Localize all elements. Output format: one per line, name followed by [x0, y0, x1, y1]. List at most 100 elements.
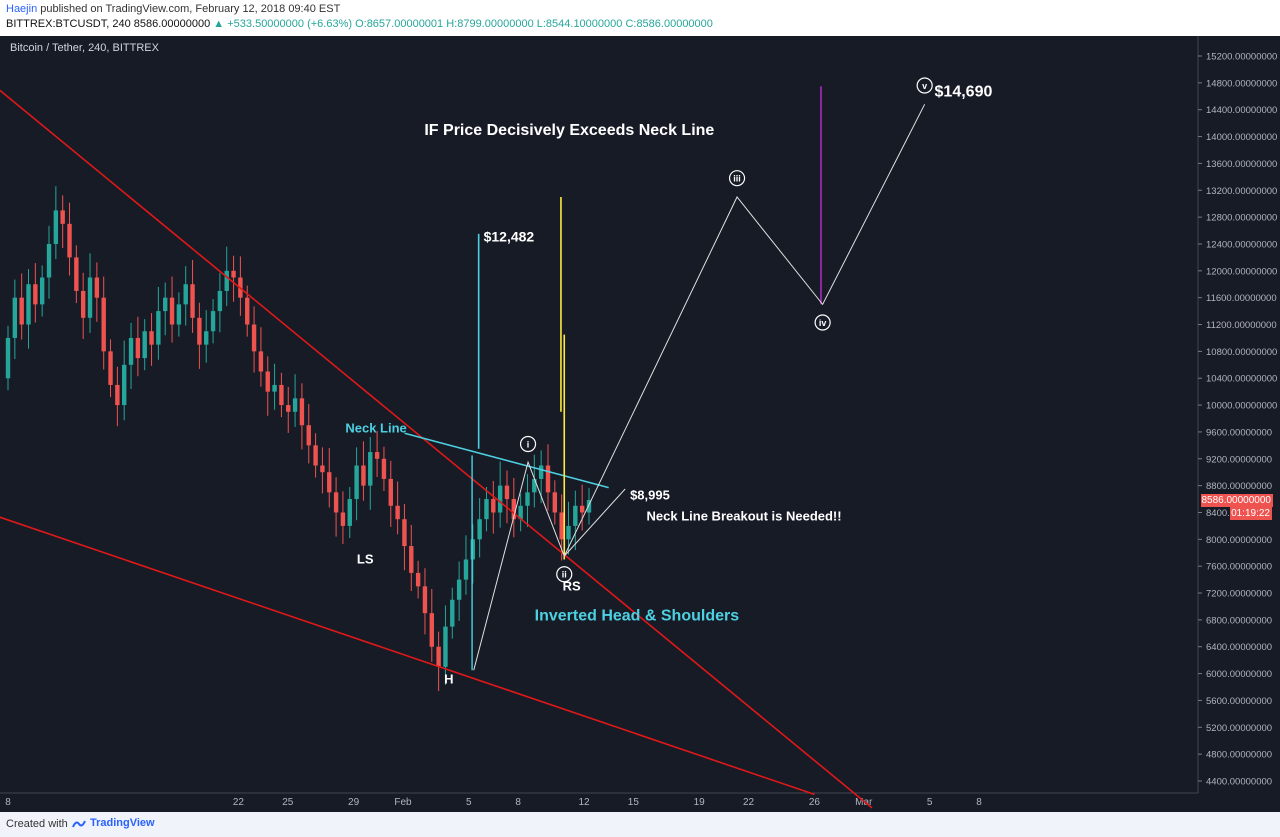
y-tick-label: 12000.00000000 — [1206, 266, 1277, 277]
candle-body — [395, 505, 400, 520]
candle-body — [245, 297, 250, 325]
candle-body — [163, 297, 168, 312]
candle-body — [26, 284, 31, 325]
publication-header: Haejin published on TradingView.com, Feb… — [0, 0, 1280, 36]
x-tick-label: 25 — [282, 797, 294, 808]
x-tick-label: 8 — [515, 797, 521, 808]
candle-body — [545, 465, 551, 493]
y-tick-label: 14400.00000000 — [1206, 105, 1277, 116]
headline-annotation: IF Price Decisively Exceeds Neck Line — [424, 122, 714, 139]
candle-body — [586, 499, 592, 513]
breakout-note: Neck Line Breakout is Needed!! — [647, 509, 842, 524]
price-chart[interactable]: 15200.00000000 14800.00000000 14400.000000… — [0, 36, 1280, 812]
symbol: BITTREX:BTCUSDT, 240 — [6, 18, 131, 30]
wave-label-iii: iii — [733, 174, 741, 184]
candle-body — [156, 311, 161, 345]
candle-body — [306, 425, 311, 446]
candle-body — [327, 472, 332, 493]
y-tick-label: 6800.00000000 — [1206, 615, 1272, 626]
candle-body — [135, 337, 141, 359]
candle-body — [552, 492, 558, 513]
x-tick-label: 8 — [5, 797, 11, 808]
neck-line-label: Neck Line — [345, 421, 406, 436]
x-tick-label: Mar — [855, 797, 873, 808]
y-tick-label: 9200.00000000 — [1206, 454, 1272, 465]
y-tick-label: 6000.00000000 — [1206, 669, 1272, 680]
wave-label-circle — [916, 77, 933, 94]
y-tick-label: 4800.00000000 — [1206, 750, 1272, 761]
candle-body — [183, 284, 188, 305]
candle-body — [470, 539, 475, 560]
candle-body — [463, 559, 469, 580]
y-tick-label: 5600.00000000 — [1206, 696, 1272, 707]
candle-body — [224, 270, 229, 291]
candle-body — [347, 499, 352, 526]
wave-label-circle — [519, 435, 537, 453]
created-with-label: Created with — [6, 818, 68, 830]
candle-body — [299, 398, 305, 426]
y-tick-label: 7600.00000000 — [1206, 562, 1272, 573]
chart-panel[interactable]: 15200.00000000 14800.00000000 14400.000000… — [0, 36, 1280, 812]
candle-body — [149, 331, 154, 345]
y-tick-label: 12400.00000000 — [1206, 239, 1277, 250]
candle-body — [538, 465, 544, 479]
candle-body — [101, 297, 106, 352]
wave-label-circle — [814, 314, 831, 331]
lower-trend-line — [0, 516, 815, 796]
x-tick-label: 8 — [976, 797, 982, 808]
author-link[interactable]: Haejin — [6, 3, 38, 15]
y-tick-label: 15200.00000000 — [1206, 52, 1277, 63]
candle-body — [258, 351, 264, 372]
candle-body — [381, 458, 387, 479]
candle-body — [402, 519, 407, 547]
candle-body — [525, 492, 530, 506]
current-price-tag: 8586.00000000 — [1201, 494, 1273, 507]
candle-body — [142, 331, 147, 359]
y-tick-label: 8000.00000000 — [1206, 535, 1272, 546]
x-tick-label: 12 — [578, 797, 590, 808]
candle-body — [422, 586, 428, 614]
y-tick-label: 5200.00000000 — [1206, 723, 1272, 734]
candle-body — [251, 324, 257, 352]
ohlc: O:8657.00000001 H:8799.00000000 L:8544.1… — [355, 18, 713, 30]
right-shoulder-label: RS — [563, 578, 581, 593]
wave-label-i: i — [527, 440, 530, 450]
candle-body — [579, 505, 585, 513]
y-tick-label: 7200.00000000 — [1206, 589, 1272, 600]
candle-body — [217, 290, 223, 312]
candle-body — [19, 297, 24, 325]
tradingview-link[interactable]: TradingView — [90, 817, 155, 829]
candle-body — [197, 317, 202, 345]
wave-channel-line — [563, 488, 626, 557]
x-tick-label: 29 — [348, 797, 360, 808]
y-tick-label: 10400.00000000 — [1206, 374, 1277, 385]
candle-body — [573, 505, 578, 526]
candle-body — [265, 371, 270, 392]
target-1-label: $12,482 — [484, 228, 535, 244]
x-tick-label: 19 — [694, 797, 706, 808]
candle-body — [443, 626, 448, 667]
candle-body — [532, 478, 537, 493]
candle-body — [128, 337, 134, 365]
candle-body — [5, 337, 11, 379]
y-tick-label: 8800.00000000 — [1206, 481, 1272, 492]
candle-body — [436, 646, 441, 667]
candle-body — [504, 485, 510, 500]
y-tick-label: 14000.00000000 — [1206, 132, 1277, 143]
neck-price-label: $8,995 — [630, 488, 670, 503]
price-axis[interactable] — [1198, 36, 1280, 812]
x-tick-label: 26 — [809, 797, 821, 808]
candle-body — [169, 297, 175, 325]
candle-body — [108, 351, 113, 385]
candle-body — [279, 384, 284, 406]
y-tick-label: 12800.00000000 — [1206, 213, 1277, 224]
y-tick-label: 6400.00000000 — [1206, 642, 1272, 653]
candle-body — [415, 572, 421, 587]
symbol-line: BITTREX:BTCUSDT, 240 8586.00000000 ▲ +53… — [6, 18, 713, 30]
candle-body — [115, 384, 120, 406]
candle-body — [429, 613, 434, 647]
candle-body — [361, 465, 366, 486]
candle-body — [566, 525, 571, 540]
wave-label-ii: ii — [562, 570, 567, 580]
candle-body — [450, 599, 455, 627]
